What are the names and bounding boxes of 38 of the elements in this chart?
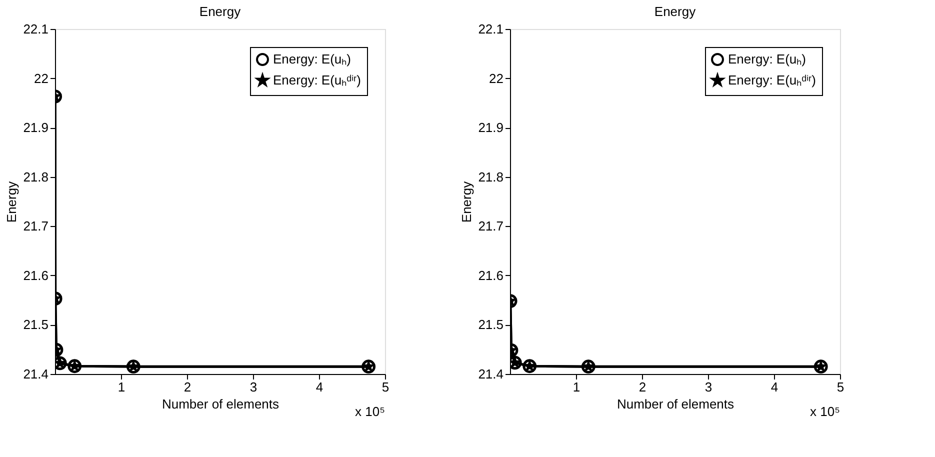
- y-tick-label: 21.9: [23, 120, 48, 136]
- y-tick-label: 21.7: [23, 218, 48, 234]
- y-tick-label: 21.6: [23, 268, 48, 283]
- y-tick-label: 21.5: [478, 317, 504, 332]
- y-axis-title: Energy: [4, 180, 20, 223]
- x-tick-label: 2: [184, 380, 192, 394]
- x-tick-label: 5: [836, 380, 844, 394]
- y-tick-label: 21.5: [23, 317, 48, 332]
- y-tick-label: 22.1: [478, 22, 504, 36]
- chart-title: Energy: [199, 4, 242, 19]
- y-tick-label: 21.4: [478, 366, 504, 382]
- x-tick-label: 2: [638, 380, 646, 394]
- text: x 10⁵: [355, 404, 385, 419]
- x-axis-title: Number of elements: [616, 396, 735, 412]
- legend-label: Energy: E(uₕ): [273, 52, 351, 66]
- x-tick-label: 3: [704, 380, 712, 394]
- y-tick-label: 21.8: [23, 169, 48, 184]
- x-tick-label: 4: [770, 380, 778, 394]
- y-axis-title: Energy: [459, 180, 474, 223]
- legend-label: Energy: E(uₕᵈⁱʳ): [728, 72, 816, 88]
- y-tick-label: 21.4: [23, 366, 48, 382]
- y-tick-label: 21.8: [478, 169, 504, 184]
- y-tick-label: 21.7: [478, 218, 504, 234]
- y-tick-label: 21.9: [478, 120, 504, 136]
- legend-label: Energy: E(uₕ): [728, 52, 806, 66]
- y-tick-label: 22: [34, 70, 48, 86]
- legend-label: Energy: E(uₕᵈⁱʳ): [273, 72, 361, 88]
- y-tick-label: 22.1: [23, 22, 48, 36]
- x-axis-title: Number of elements: [162, 396, 280, 412]
- y-tick-label: 21.6: [478, 268, 504, 283]
- x-tick-label: 1: [572, 380, 580, 394]
- x-tick-label: 1: [118, 380, 126, 394]
- x-tick-label: 4: [316, 380, 324, 394]
- y-tick-label: 22: [489, 70, 504, 86]
- chart-title: Energy: [654, 4, 696, 19]
- x-tick-label: 3: [250, 380, 258, 394]
- text: x 10⁵: [810, 404, 840, 419]
- x-tick-label: 5: [382, 380, 390, 394]
